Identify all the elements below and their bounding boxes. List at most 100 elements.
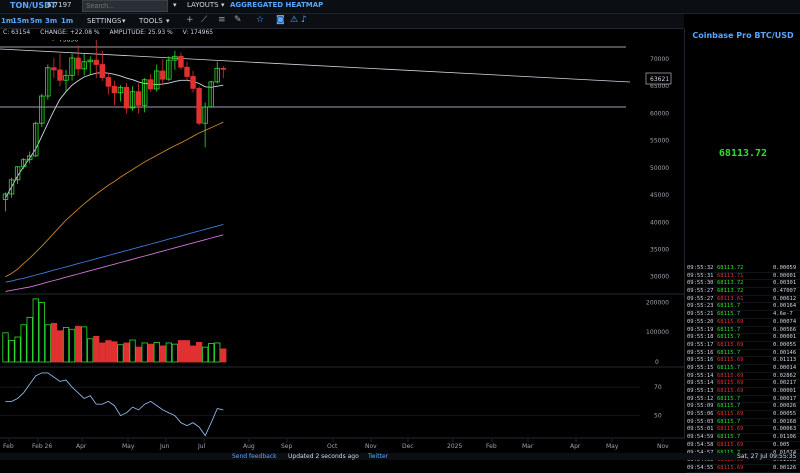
timeframe-button[interactable]: 5m (30, 17, 43, 25)
x-tick-label: Feb 26 (32, 443, 52, 450)
candle-body (26, 155, 33, 161)
trade-size: 0.00074 (773, 318, 797, 325)
candle-body (45, 67, 51, 97)
volume-bar (129, 339, 136, 363)
hline-icon[interactable]: ≡ (218, 15, 226, 25)
oscillator-tick-label: 70 (654, 384, 662, 391)
trade-row: 09:55:12 68115.7 0.00017 (687, 396, 800, 404)
candle-body (147, 79, 154, 90)
layouts-menu[interactable]: LAYOUTS (187, 1, 219, 9)
tools-menu[interactable]: TOOLS (139, 17, 163, 25)
twitter-link[interactable]: Twitter (368, 453, 389, 460)
volume-bar (159, 345, 166, 363)
trade-row: 09:54:58 68115.69 0.005 (687, 442, 800, 450)
trade-time: 09:55:14 (687, 372, 714, 379)
trade-list[interactable]: 09:55:32 68113.72 0.00059 09:55:31 68113.71 0… (687, 265, 800, 473)
chevron-down-icon[interactable]: ▾ (122, 17, 126, 25)
volume-tick-label: 200000 (646, 299, 669, 306)
clock: Sat, 27 Jul 09:55:35 (737, 453, 797, 460)
candle-body (220, 67, 226, 70)
trade-row: 09:55:21 68115.7 4.6e-7 (687, 311, 800, 319)
volume-bar (99, 342, 106, 363)
feedback-link[interactable]: Send feedback (232, 453, 277, 460)
trade-size: 0.00126 (773, 464, 797, 471)
line-icon[interactable]: ⟋ (201, 15, 208, 25)
aggregated-heatmap-link[interactable]: AGGREGATED HEATMAP (230, 1, 324, 9)
star-icon[interactable]: ☆ (256, 15, 265, 25)
trade-row: 09:55:09 68115.7 0.00026 (687, 403, 800, 412)
y-tick-label: 40000 (650, 219, 669, 226)
candle-body (39, 95, 45, 124)
trade-size: 0.00301 (773, 280, 797, 287)
exchange-title[interactable]: Coinbase Pro BTC/USD (692, 31, 794, 40)
candle-body (178, 55, 184, 68)
plus-icon[interactable]: + (186, 15, 194, 25)
candle-body (93, 59, 99, 65)
draw-icon[interactable]: ✎ (234, 15, 242, 25)
y-tick-label: 65000 (650, 83, 669, 90)
chevron-down-icon[interactable]: ▾ (166, 17, 170, 25)
chevron-down-icon[interactable]: ▾ (221, 1, 225, 9)
trade-size: 0.00014 (773, 364, 797, 371)
pair-price: 6.7197 (47, 1, 72, 9)
trend-line (0, 48, 631, 83)
trade-size: 0.00612 (773, 295, 797, 302)
trade-time: 09:55:03 (687, 418, 714, 425)
chevron-down-icon[interactable]: ▾ (173, 1, 177, 9)
volume-bar (2, 332, 9, 363)
updated-status: Updated 2 seconds ago (288, 453, 359, 460)
timeframe-button[interactable]: 1m (61, 17, 74, 25)
timeframe-button[interactable]: 3m (45, 17, 58, 25)
current-price-label: 63621 (650, 76, 669, 83)
trade-size: 0.00063 (773, 426, 797, 433)
candle-body (117, 86, 124, 94)
trade-size: 0.00001 (773, 334, 797, 341)
trade-row: 09:55:30 68113.72 0.00301 (687, 280, 800, 289)
timeframe-button[interactable]: 1m (1, 17, 14, 25)
trade-price: 68115.7 (717, 326, 741, 333)
trade-price: 68115.69 (717, 341, 744, 348)
x-tick-label: Feb (486, 443, 497, 450)
y-tick-label: 35000 (650, 246, 669, 253)
volume-bar (117, 344, 124, 363)
volume-bar (32, 298, 39, 363)
candle-body (166, 59, 172, 80)
amplitude-stat: AMPLITUDE: 25.93 % (109, 29, 173, 36)
trade-size: 4.6e-7 (773, 311, 793, 318)
bell-icon[interactable]: ♪ (301, 15, 307, 25)
volume-bar (75, 325, 82, 363)
trade-price: 68115.69 (717, 441, 744, 448)
candle-body (87, 59, 93, 63)
price-chart[interactable]: 70000 65000 60000 55000 50000 45000 40000 35000… (0, 40, 684, 453)
trade-price: 68115.69 (717, 357, 744, 364)
trade-time: 09:55:01 (687, 426, 714, 433)
candle-body (214, 67, 220, 83)
search-input[interactable] (82, 0, 168, 12)
timeframe-button[interactable]: 15m (12, 17, 30, 25)
volume-bar (135, 346, 142, 363)
trade-price: 68115.7 (717, 434, 741, 441)
trade-row: 09:55:17 68115.69 0.00055 (687, 342, 800, 350)
trade-time: 09:55:13 (687, 388, 714, 394)
volume-bar (123, 342, 130, 363)
trade-time: 09:55:16 (687, 357, 714, 364)
trade-time: 09:54:55 (687, 464, 714, 471)
trade-price: 68113.72 (717, 288, 744, 295)
candle-body (69, 57, 75, 76)
trade-price: 68115.7 (717, 303, 741, 310)
alert-icon[interactable]: ⚠ (290, 15, 299, 25)
trade-size: 0.47007 (773, 288, 797, 295)
trade-size: 0.00001 (773, 388, 797, 394)
camera-icon[interactable]: ◙ (276, 15, 285, 25)
pair-symbol[interactable]: TON/USDT (10, 1, 57, 10)
x-tick-label: Nov (365, 443, 377, 450)
x-tick-label: Dec (402, 443, 414, 450)
trade-time: 09:54:59 (687, 434, 714, 441)
settings-menu[interactable]: SETTINGS (87, 17, 122, 25)
trade-row: 09:55:27 68113.72 0.47007 (687, 288, 800, 296)
trade-time: 09:55:27 (687, 288, 714, 295)
trade-price: 68113.72 (717, 280, 744, 287)
trade-size: 0.00055 (773, 341, 797, 348)
candle-body (123, 86, 130, 109)
trade-price: 68115.7 (717, 364, 741, 371)
